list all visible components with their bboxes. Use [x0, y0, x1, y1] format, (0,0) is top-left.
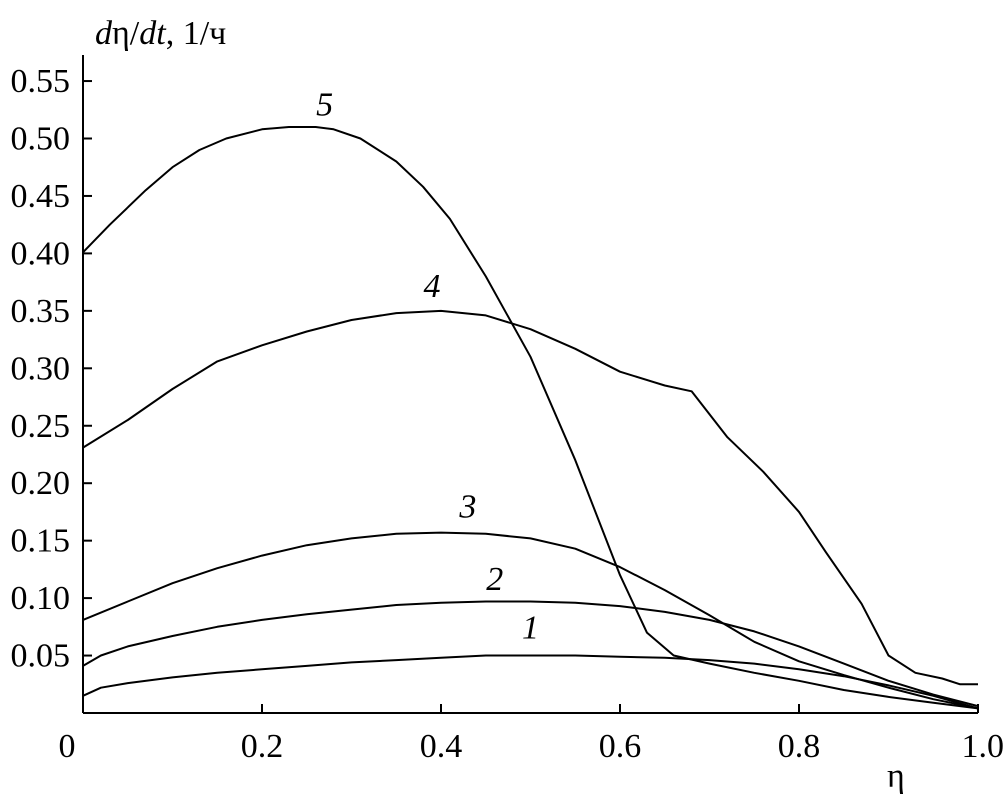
curve-4: [82, 309, 978, 686]
curve-1: [82, 654, 979, 710]
curve-label-4: 4: [424, 268, 441, 305]
curve-labels: 123 4 5: [316, 87, 539, 647]
curves: [82, 126, 979, 710]
x-tick-label: 0.2: [241, 728, 284, 765]
y-tick-label: 0.30: [11, 350, 71, 387]
y-axis-label-unit: , 1/ч: [166, 15, 227, 52]
axes: [82, 55, 978, 714]
y-tick-label: 0.05: [11, 638, 71, 675]
y-tick-label: 0.10: [11, 580, 71, 617]
y-ticks: 0.05 0.10 0.15 0.20 0.25 0.30 0.35 0.40 0.45 0.50…: [11, 63, 92, 675]
x-tick-label: 0: [59, 728, 76, 765]
y-tick-label: 0.15: [11, 523, 71, 560]
y-axis-label-eta: η: [112, 15, 130, 52]
x-tick-label: 0.8: [778, 728, 821, 765]
y-tick-label: 0.40: [11, 235, 71, 272]
y-tick-label: 0.35: [11, 293, 71, 330]
y-tick-label: 0.45: [11, 178, 71, 215]
curve-label-5: 5: [316, 87, 333, 124]
y-axis-label-d: d: [95, 15, 113, 52]
curve-label-1: 1: [522, 609, 539, 646]
y-tick-label: 0.50: [11, 121, 71, 158]
curve-2: [82, 600, 979, 708]
x-ticks: 0 0.2 0.4 0.6 0.8 1.0: [59, 704, 1004, 765]
x-tick-label: 0.4: [420, 728, 463, 765]
curve-label-2: 2: [486, 561, 503, 598]
x-axis-label: η: [887, 758, 905, 795]
x-tick-label: 0.6: [599, 728, 642, 765]
x-tick-label: 1.0: [962, 728, 1004, 765]
y-tick-label: 0.55: [11, 63, 71, 100]
curve-label-3: 3: [458, 489, 476, 526]
curve-3: [82, 531, 979, 710]
y-axis-label-dt: dt: [139, 15, 167, 52]
y-tick-label: 0.25: [11, 408, 71, 445]
y-axis-label: dη/dt, 1/ч: [95, 15, 226, 52]
y-tick-label: 0.20: [11, 465, 71, 502]
curve-5: [82, 126, 979, 710]
y-axis-label-slash: /: [130, 15, 140, 52]
